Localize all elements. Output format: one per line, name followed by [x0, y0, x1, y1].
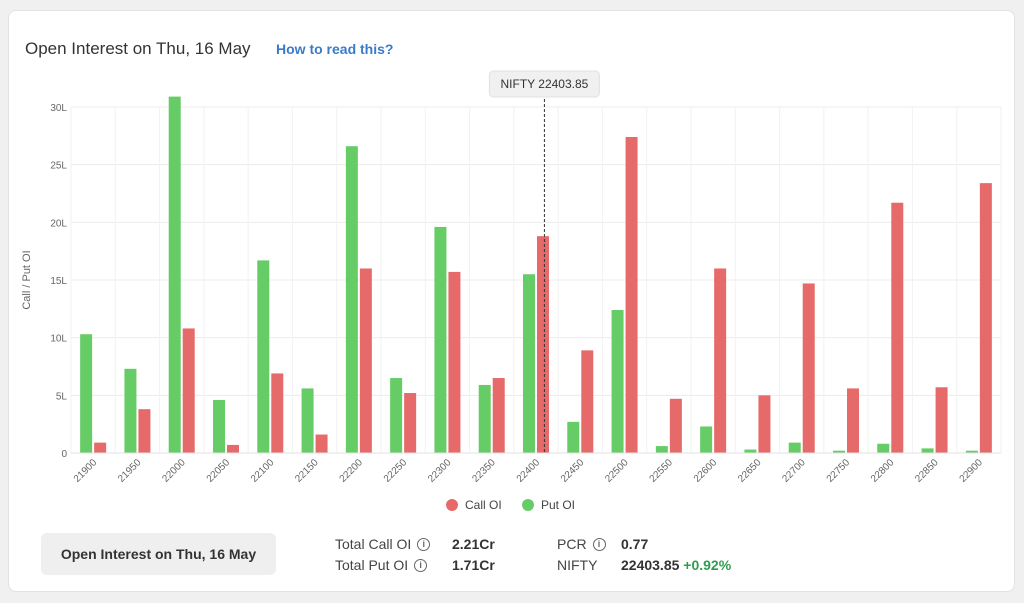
- put-oi-bar: [700, 426, 713, 453]
- x-tick-label: 22400: [515, 457, 543, 485]
- x-tick-label: 22500: [603, 457, 631, 485]
- legend-label: Put OI: [541, 498, 575, 512]
- x-tick-label: 22600: [692, 457, 720, 485]
- x-tick-label: 22850: [913, 457, 941, 485]
- put-oi-bar: [478, 384, 491, 453]
- spot-marker-label: NIFTY 22403.85: [500, 77, 588, 91]
- x-tick-label: 22300: [426, 457, 454, 485]
- y-tick-label: 10L: [50, 334, 67, 345]
- x-tick-label: 21900: [72, 457, 100, 485]
- put-oi-bar: [965, 450, 978, 453]
- y-tick-label: 30L: [50, 103, 67, 114]
- put-oi-bar: [523, 274, 535, 453]
- x-tick-label: 22750: [825, 457, 853, 485]
- x-tick-label: 22000: [160, 457, 188, 485]
- y-tick-label: 0: [61, 449, 67, 460]
- nifty-change: +0.92%: [683, 557, 732, 573]
- y-axis-label: Call / Put OI: [21, 250, 33, 309]
- put-oi-bar: [301, 388, 314, 453]
- call-oi-bar: [138, 409, 151, 453]
- call-oi-bar: [802, 283, 815, 453]
- total-put-oi-label: Total Put OI i: [335, 557, 428, 573]
- call-oi-bar: [94, 442, 107, 453]
- legend-marker: [522, 499, 534, 511]
- x-tick-label: 22650: [736, 457, 764, 485]
- put-oi-bar: [744, 449, 757, 453]
- info-icon[interactable]: i: [414, 558, 428, 572]
- put-oi-bar: [80, 334, 93, 453]
- x-tick-label: 22550: [648, 457, 676, 485]
- call-oi-bar: [581, 350, 594, 453]
- call-oi-bar: [758, 395, 771, 453]
- nifty-value: 22403.85 +0.92%: [621, 557, 732, 573]
- x-tick-label: 21950: [116, 457, 144, 485]
- x-tick-label: 22700: [780, 457, 808, 485]
- open-interest-card: Open Interest on Thu, 16 May How to read…: [8, 10, 1015, 592]
- legend-marker: [446, 499, 458, 511]
- y-tick-label: 20L: [50, 218, 67, 229]
- info-icon[interactable]: i: [417, 537, 431, 551]
- total-call-oi-value: 2.21Cr: [452, 536, 495, 552]
- call-oi-bar: [448, 271, 461, 453]
- put-oi-bar: [213, 399, 225, 453]
- call-oi-bar: [935, 387, 948, 453]
- oi-bar-chart: 0 5L 10L 15L 20L 25L 30L Call / Put OI 21900 2195…: [21, 70, 1002, 512]
- put-oi-bar: [921, 448, 934, 453]
- call-oi-bar: [714, 268, 727, 453]
- put-oi-bar: [390, 378, 403, 453]
- info-icon[interactable]: i: [592, 537, 606, 551]
- legend-label: Call OI: [465, 498, 502, 512]
- total-call-oi-label: Total Call OI i: [335, 536, 431, 552]
- call-oi-bar: [182, 328, 195, 453]
- page-title: Open Interest on Thu, 16 May: [25, 39, 251, 58]
- call-oi-bar: [271, 373, 284, 453]
- x-tick-label: 22450: [559, 457, 587, 485]
- put-oi-bar: [567, 421, 580, 453]
- call-oi-bar: [669, 398, 682, 453]
- put-oi-bar: [788, 442, 801, 453]
- nifty-label: NIFTY: [557, 557, 598, 573]
- pcr-value: 0.77: [621, 536, 649, 552]
- put-oi-bar: [833, 450, 845, 453]
- x-tick-label: 22050: [205, 457, 233, 485]
- call-oi-bar: [625, 136, 638, 453]
- x-tick-label: 22100: [249, 457, 277, 485]
- total-put-oi-value: 1.71Cr: [452, 557, 495, 573]
- x-tick-label: 22200: [338, 457, 366, 485]
- put-oi-bar: [877, 443, 890, 453]
- call-oi-bar: [359, 268, 372, 453]
- spot-marker-box: [488, 70, 600, 98]
- x-tick-label: 22800: [869, 457, 897, 485]
- open-interest-date-button[interactable]: Open Interest on Thu, 16 May: [41, 533, 276, 575]
- y-tick-label: 25L: [50, 161, 67, 172]
- call-oi-bar: [404, 393, 417, 453]
- x-tick-label: 22150: [293, 457, 321, 485]
- put-oi-bar: [168, 96, 181, 454]
- y-tick-label: 15L: [50, 276, 67, 287]
- put-oi-bar: [611, 309, 624, 453]
- pcr-label: PCR i: [557, 536, 606, 552]
- call-oi-bar: [227, 444, 239, 453]
- call-oi-bar: [537, 236, 549, 453]
- how-to-read-link[interactable]: How to read this?: [276, 41, 394, 57]
- call-oi-bar: [492, 378, 505, 453]
- x-tick-label: 22250: [382, 457, 410, 485]
- put-oi-bar: [124, 368, 137, 453]
- put-oi-bar: [655, 446, 668, 453]
- x-tick-label: 22350: [470, 457, 498, 485]
- x-tick-label: 22900: [958, 457, 986, 485]
- call-oi-bar: [891, 202, 904, 453]
- put-oi-bar: [434, 226, 447, 453]
- call-oi-bar: [315, 434, 328, 453]
- put-oi-bar: [257, 260, 270, 453]
- call-oi-bar: [847, 388, 859, 453]
- call-oi-bar: [979, 183, 992, 453]
- put-oi-bar: [345, 146, 358, 454]
- y-tick-label: 5L: [56, 391, 68, 402]
